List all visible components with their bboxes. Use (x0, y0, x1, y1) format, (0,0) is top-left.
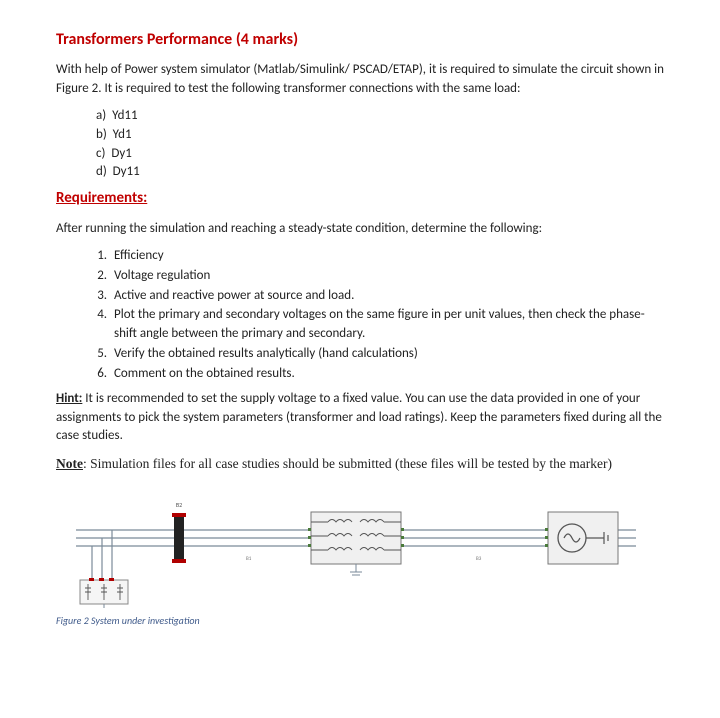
connections-list: a) Yd11 b) Yd1 c) Dy1 d) Dy11 (56, 107, 664, 182)
item-letter: d) (96, 164, 107, 179)
circuit-diagram: B2 (56, 488, 664, 629)
item-label: Yd11 (112, 108, 138, 123)
svg-text:B1: B1 (246, 556, 252, 562)
item-letter: c) (96, 146, 105, 161)
list-item: b) Yd1 (96, 126, 664, 145)
page-title: Transformers Performance (4 marks) (56, 28, 664, 51)
requirements-list: Efficiency Voltage regulation Active and… (56, 247, 664, 384)
list-item: Voltage regulation (110, 267, 664, 286)
list-item: a) Yd11 (96, 107, 664, 126)
breaker-bar (174, 516, 184, 560)
item-label: Yd1 (113, 127, 132, 142)
item-label: Dy11 (113, 164, 140, 179)
transformer-block (311, 512, 401, 564)
svg-text:B2: B2 (176, 501, 182, 509)
figure-caption: Figure 2 System under investigation (56, 614, 664, 629)
hint-label: Hint: (56, 391, 82, 406)
list-item: Comment on the obtained results. (110, 365, 664, 384)
item-letter: a) (96, 108, 106, 123)
list-item: c) Dy1 (96, 145, 664, 164)
list-item: Verify the obtained results analytically… (110, 345, 664, 364)
intro-paragraph: With help of Power system simulator (Mat… (56, 61, 664, 99)
list-item: Plot the primary and secondary voltages … (110, 306, 664, 344)
list-item: Active and reactive power at source and … (110, 287, 664, 306)
hint-text: It is recommended to set the supply volt… (56, 391, 662, 444)
requirements-intro: After running the simulation and reachin… (56, 220, 664, 239)
svg-text:B3: B3 (476, 556, 482, 562)
note-paragraph: Note: Simulation files for all case stud… (56, 454, 664, 474)
list-item: Efficiency (110, 247, 664, 266)
item-label: Dy1 (111, 146, 131, 161)
list-item: d) Dy11 (96, 163, 664, 182)
item-letter: b) (96, 127, 107, 142)
diagram-svg: B2 (56, 488, 656, 608)
note-label: Note (56, 456, 83, 471)
hint-paragraph: Hint: It is recommended to set the suppl… (56, 390, 664, 447)
requirements-heading: Requirements: (56, 188, 664, 210)
note-text: : Simulation files for all case studies … (83, 456, 612, 471)
